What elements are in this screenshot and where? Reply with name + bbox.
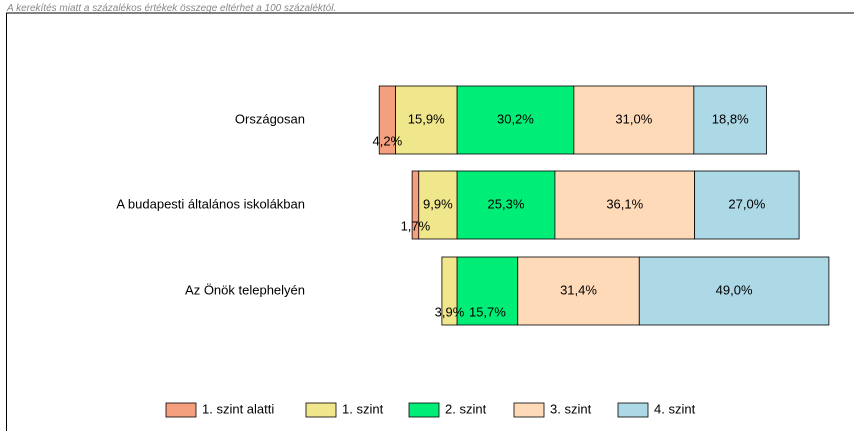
value-label: 15,7% xyxy=(469,304,506,319)
value-label: 1,7% xyxy=(401,218,431,233)
legend-swatch xyxy=(617,402,649,418)
legend-swatch xyxy=(305,402,337,418)
bar-segment xyxy=(411,170,420,240)
note: A kerekítés miatt a százalékos értékek ö… xyxy=(6,3,336,14)
value-label: 4,2% xyxy=(373,133,403,148)
bar-segment xyxy=(693,85,767,155)
value-label: 15,9% xyxy=(408,111,445,126)
bar-segment xyxy=(694,170,800,240)
value-label: 18,8% xyxy=(712,111,749,126)
legend-label: 2. szint xyxy=(445,401,487,416)
value-label: 3,9% xyxy=(435,304,465,319)
value-label: 9,9% xyxy=(423,196,453,211)
bar-segment xyxy=(517,256,640,326)
legend-swatch xyxy=(513,402,545,418)
category-label: Az Önök telephelyén xyxy=(185,282,305,297)
value-label: 31,0% xyxy=(615,111,652,126)
value-label: 25,3% xyxy=(488,196,525,211)
legend-swatch xyxy=(165,402,197,418)
legend-label: 4. szint xyxy=(654,401,696,416)
bar-segment xyxy=(418,170,458,240)
bar-segment xyxy=(554,170,696,240)
bar-segment xyxy=(573,85,695,155)
value-label: 49,0% xyxy=(716,282,753,297)
bar-segment xyxy=(378,85,396,155)
bar-segment xyxy=(456,170,556,240)
category-label: Országosan xyxy=(235,111,305,126)
bar-segment xyxy=(441,256,458,326)
value-label: 30,2% xyxy=(497,111,534,126)
legend-label: 1. szint alatti xyxy=(202,401,274,416)
category-label: A budapesti általános iskolákban xyxy=(116,196,305,211)
legend-label: 1. szint xyxy=(342,401,384,416)
value-label: 31,4% xyxy=(560,282,597,297)
legend-swatch xyxy=(408,402,440,418)
bar-segment xyxy=(638,256,830,326)
value-label: 36,1% xyxy=(606,196,643,211)
legend-label: 3. szint xyxy=(550,401,592,416)
value-label: 27,0% xyxy=(728,196,765,211)
